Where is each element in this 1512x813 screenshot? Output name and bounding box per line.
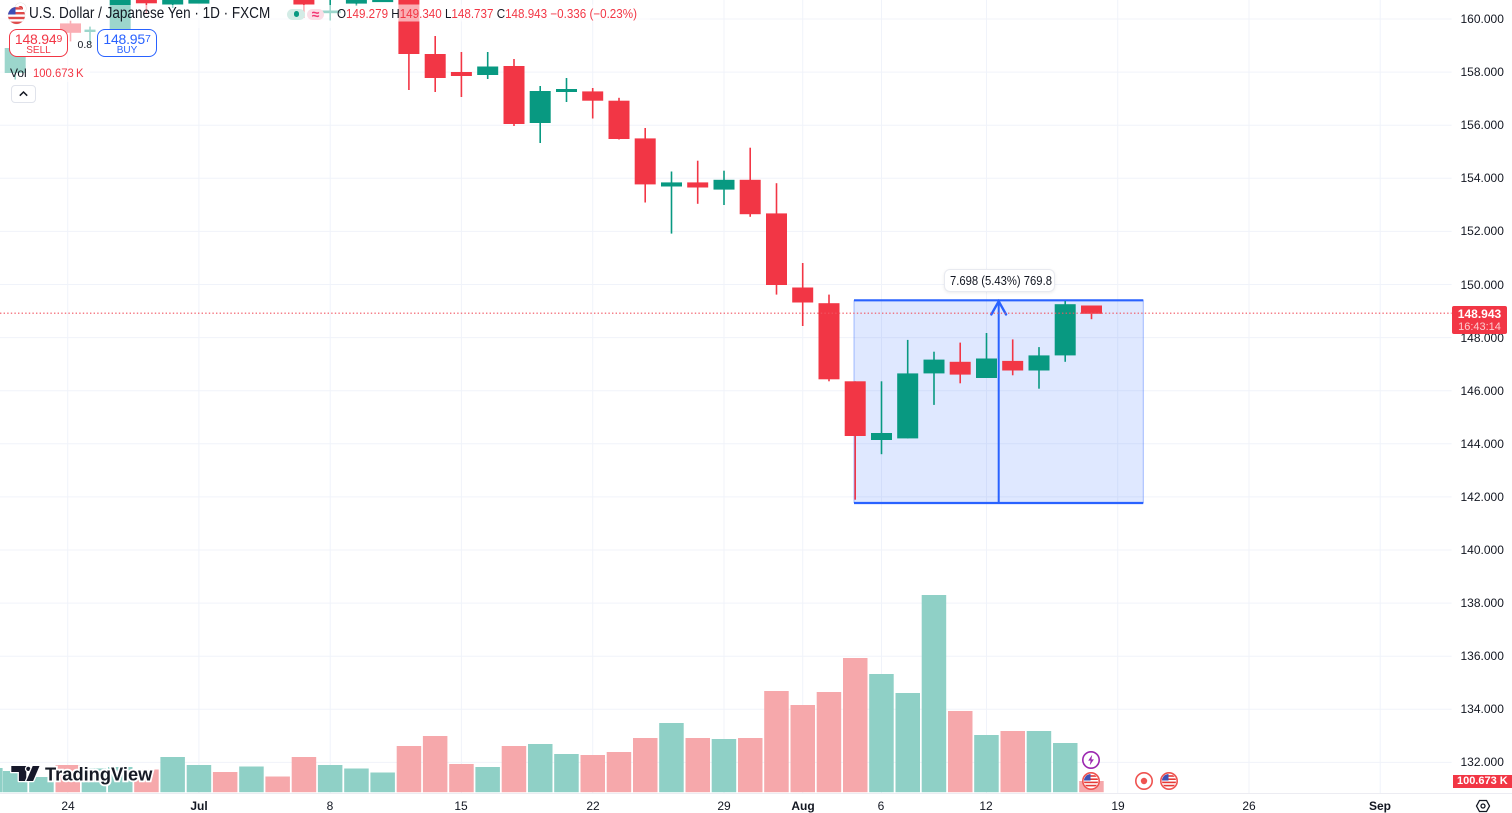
svg-text:TradingView: TradingView [45, 764, 153, 785]
